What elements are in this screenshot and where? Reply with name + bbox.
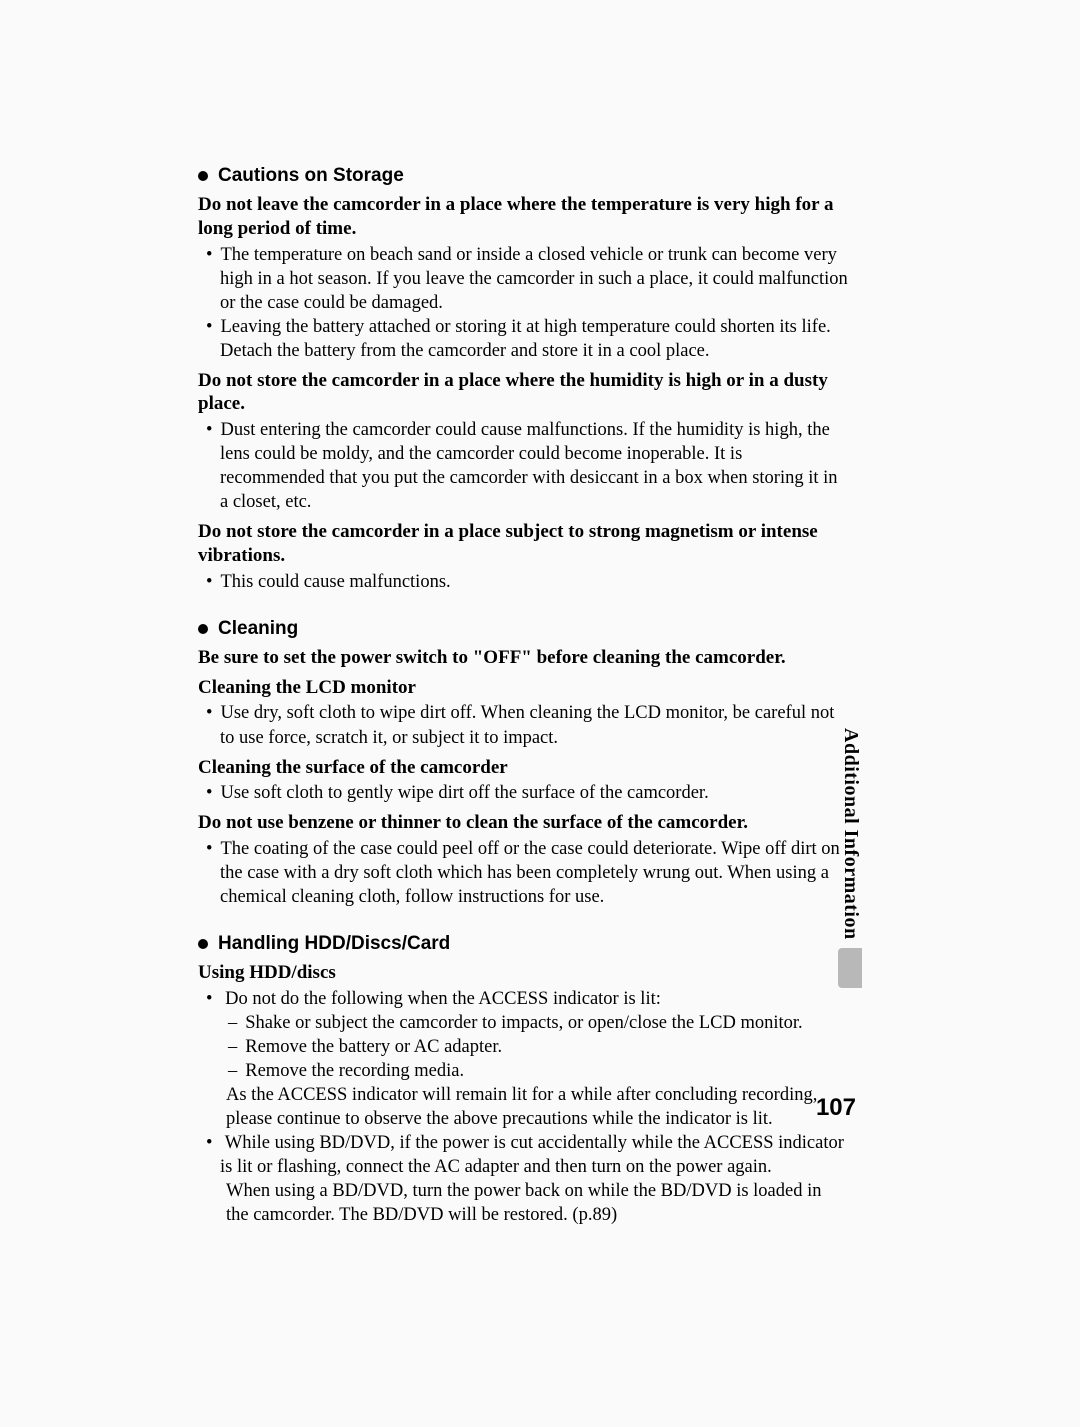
section-heading-handling: Handling HDD/Discs/Card bbox=[198, 933, 848, 955]
bullet-icon bbox=[198, 171, 208, 181]
list-item: Leaving the battery attached or storing … bbox=[200, 315, 848, 363]
section-heading-cleaning: Cleaning bbox=[198, 618, 848, 640]
heading-text: Cleaning bbox=[218, 618, 298, 640]
bullet-list: Do not do the following when the ACCESS … bbox=[198, 987, 848, 1227]
page-number: 107 bbox=[816, 1094, 856, 1122]
page-content: Cautions on Storage Do not leave the cam… bbox=[198, 165, 848, 1233]
list-item: Use soft cloth to gently wipe dirt off t… bbox=[200, 781, 848, 805]
list-item: Dust entering the camcorder could cause … bbox=[200, 418, 848, 514]
list-item-text: While using BD/DVD, if the power is cut … bbox=[220, 1133, 844, 1177]
list-item: The coating of the case could peel off o… bbox=[200, 837, 848, 909]
list-item-continuation: When using a BD/DVD, turn the power back… bbox=[220, 1179, 848, 1227]
bullet-list: Dust entering the camcorder could cause … bbox=[198, 418, 848, 514]
sub-list-item: Remove the battery or AC adapter. bbox=[220, 1035, 848, 1059]
subheading: Do not leave the camcorder in a place wh… bbox=[198, 193, 848, 241]
list-item: Do not do the following when the ACCESS … bbox=[200, 987, 848, 1131]
list-item-continuation: As the ACCESS indicator will remain lit … bbox=[220, 1083, 848, 1131]
list-item: Use dry, soft cloth to wipe dirt off. Wh… bbox=[200, 701, 848, 749]
sub-list-item: Remove the recording media. bbox=[220, 1059, 848, 1083]
subheading: Do not store the camcorder in a place wh… bbox=[198, 369, 848, 417]
subheading: Cleaning the LCD monitor bbox=[198, 676, 848, 700]
sub-list-item: Shake or subject the camcorder to impact… bbox=[220, 1011, 848, 1035]
list-item: The temperature on beach sand or inside … bbox=[200, 243, 848, 315]
list-item: While using BD/DVD, if the power is cut … bbox=[200, 1131, 848, 1227]
subheading: Be sure to set the power switch to "OFF"… bbox=[198, 646, 848, 670]
heading-text: Cautions on Storage bbox=[218, 165, 404, 187]
bullet-list: Use dry, soft cloth to wipe dirt off. Wh… bbox=[198, 701, 848, 749]
bullet-list: The temperature on beach sand or inside … bbox=[198, 243, 848, 363]
list-item: This could cause malfunctions. bbox=[200, 570, 848, 594]
bullet-list: Use soft cloth to gently wipe dirt off t… bbox=[198, 781, 848, 805]
side-tab-marker bbox=[838, 948, 862, 988]
heading-text: Handling HDD/Discs/Card bbox=[218, 933, 450, 955]
section-heading-storage: Cautions on Storage bbox=[198, 165, 848, 187]
bullet-icon bbox=[198, 939, 208, 949]
subheading: Cleaning the surface of the camcorder bbox=[198, 756, 848, 780]
subheading: Do not store the camcorder in a place su… bbox=[198, 520, 848, 568]
subheading: Do not use benzene or thinner to clean t… bbox=[198, 811, 848, 835]
list-item-text: Do not do the following when the ACCESS … bbox=[225, 989, 661, 1009]
bullet-list: The coating of the case could peel off o… bbox=[198, 837, 848, 909]
side-section-label: Additional Information bbox=[839, 728, 862, 940]
bullet-list: This could cause malfunctions. bbox=[198, 570, 848, 594]
bullet-icon bbox=[198, 624, 208, 634]
subheading: Using HDD/discs bbox=[198, 961, 848, 985]
